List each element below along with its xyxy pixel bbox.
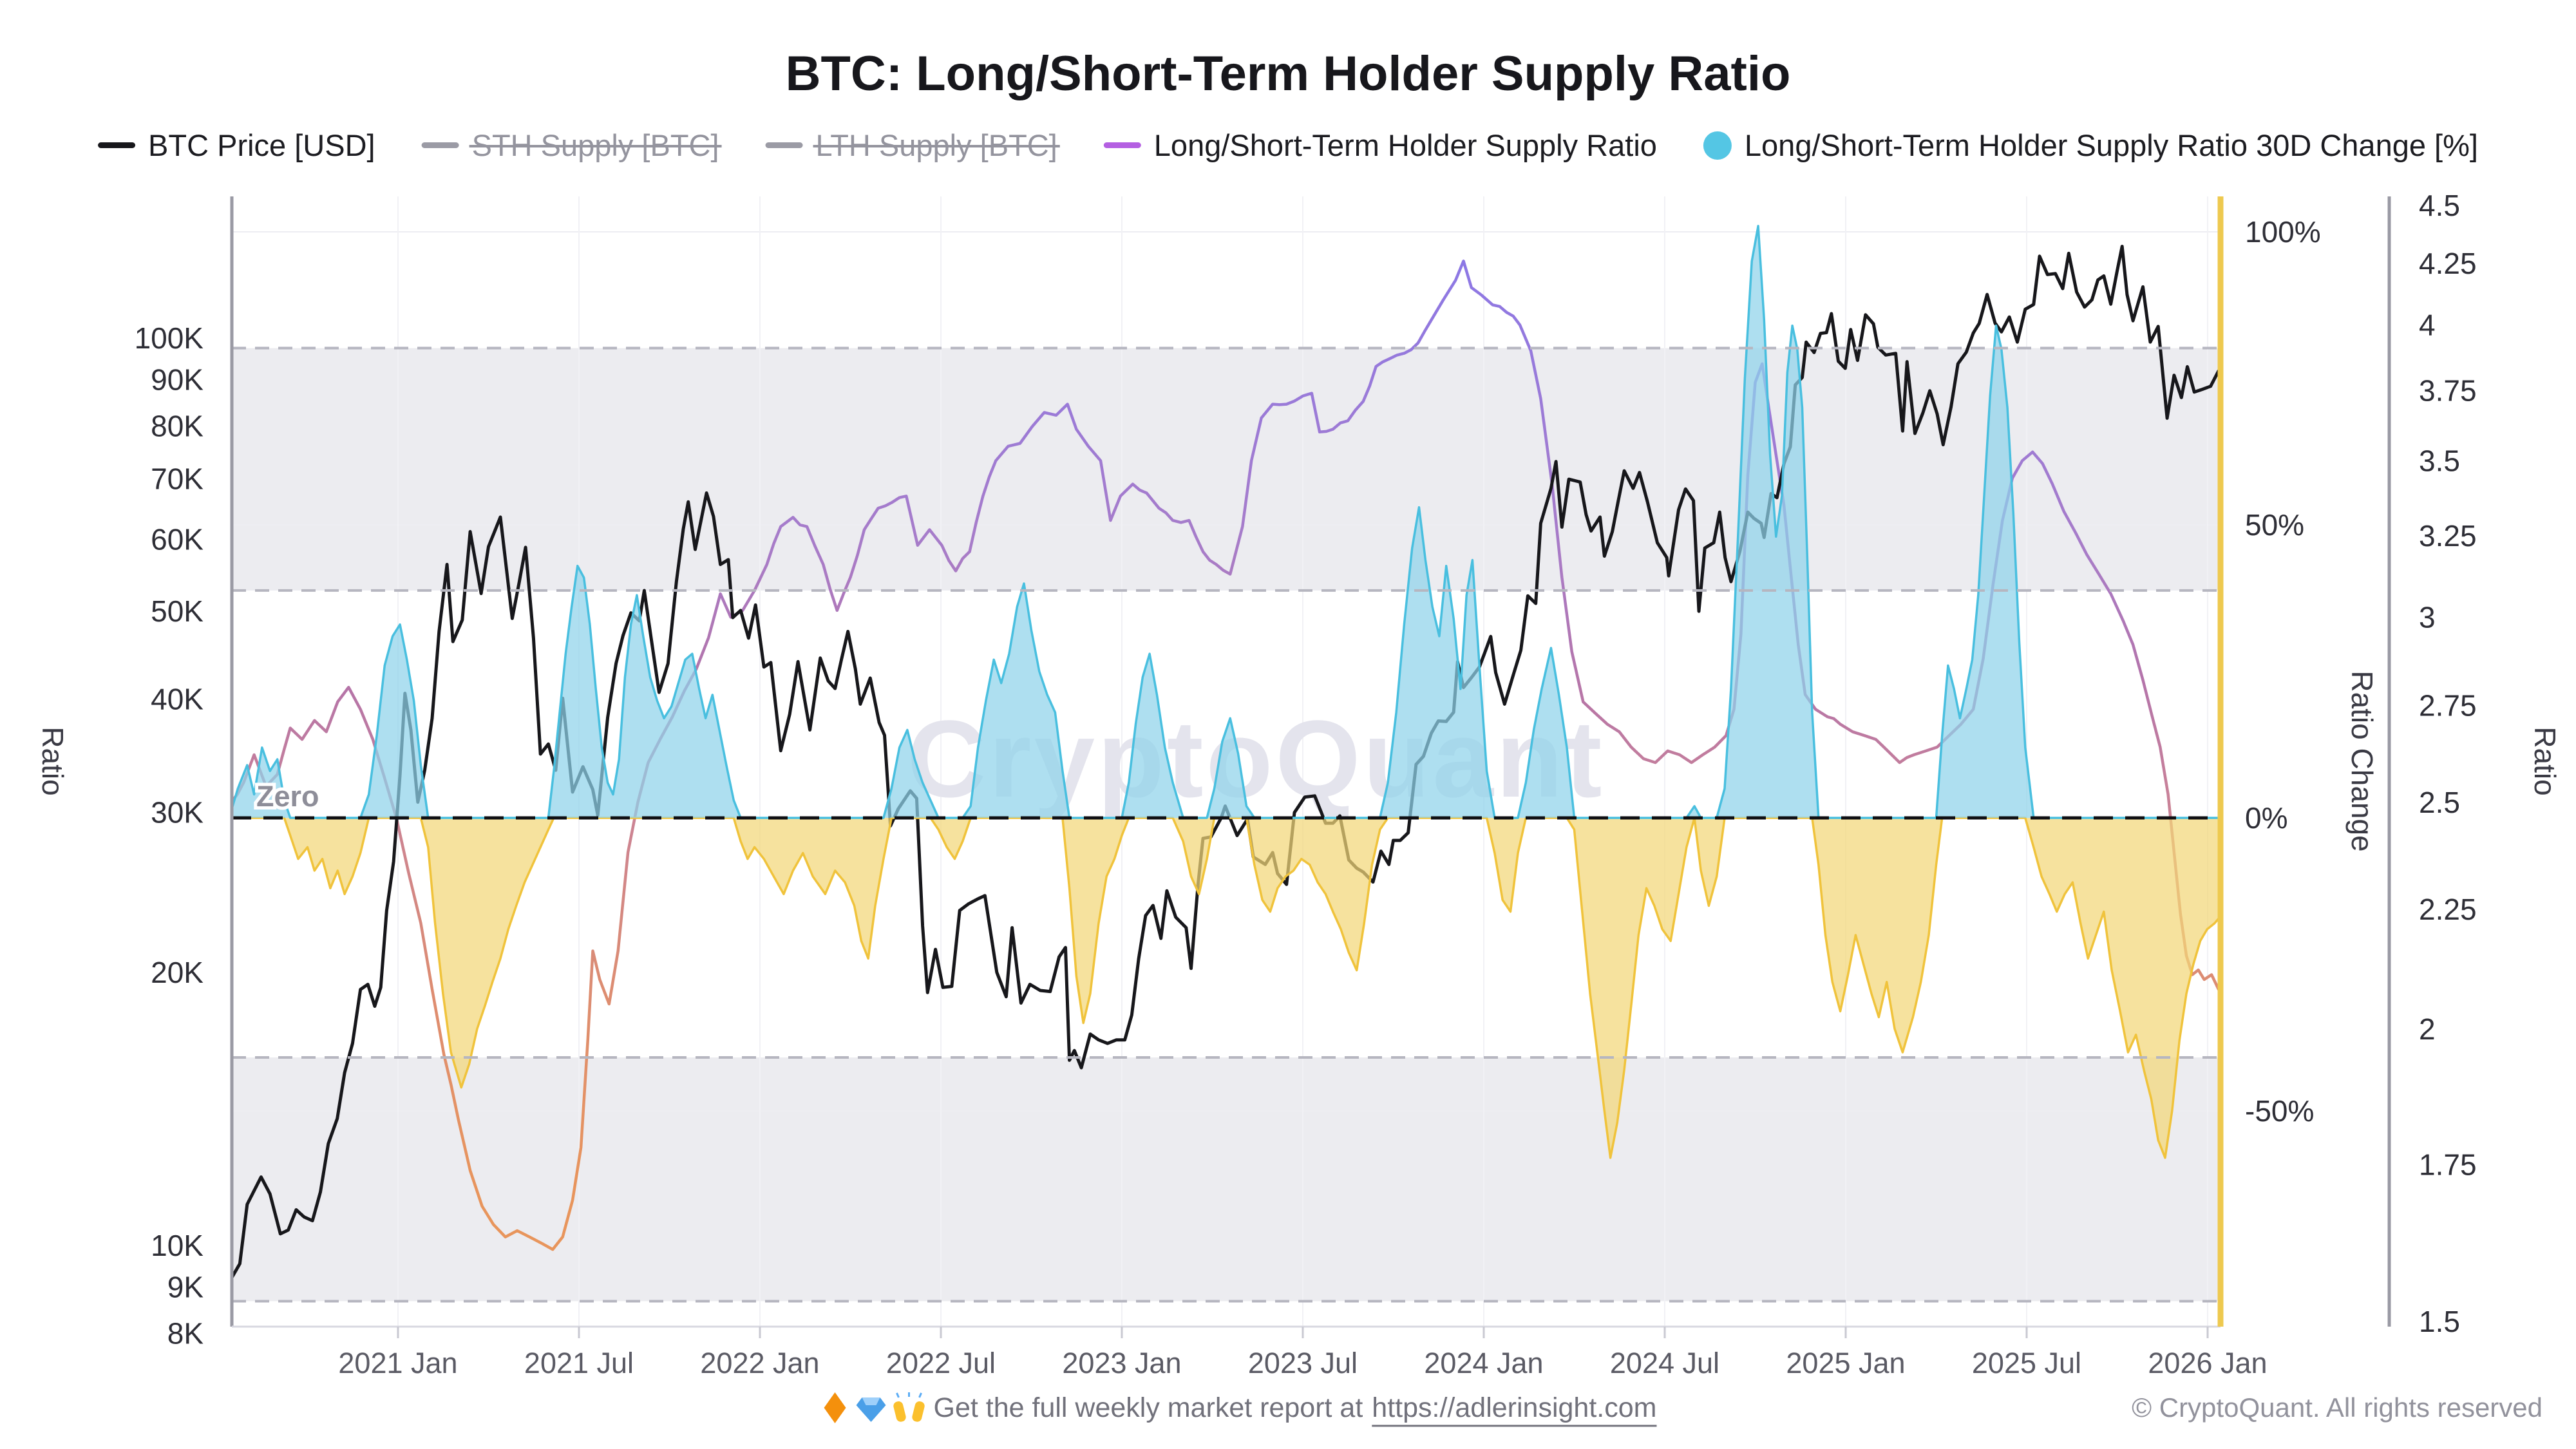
legend-item[interactable]: Long/Short-Term Holder Supply Ratio 30D …: [1703, 128, 2478, 162]
change-positive-area-fill: [232, 225, 2220, 818]
y-ratio-tick-label: 3.25: [2419, 519, 2477, 553]
highlight-bands-layer: [232, 348, 2221, 1302]
zero-line-label: Zero: [256, 780, 319, 813]
orange-diamond-icon: [824, 1392, 846, 1423]
y-ratio-tick-label: 4.5: [2419, 189, 2460, 222]
y-ratio-tick-label: 2.5: [2419, 786, 2460, 819]
y-ratio-tick-label: 3.75: [2419, 374, 2477, 407]
y-left-tick-label: 9K: [167, 1270, 204, 1303]
legend-item[interactable]: Long/Short-Term Holder Supply Ratio: [1103, 128, 1657, 162]
footer-report-link[interactable]: https://adlerinsight.com: [1372, 1392, 1656, 1423]
x-tick-label: 2024 Jul: [1610, 1347, 1719, 1379]
footer-report-text: Get the full weekly market report at: [934, 1392, 1363, 1423]
y-ratio-tick-label: 4: [2419, 308, 2436, 342]
overlay-layer: [232, 346, 2221, 1303]
y-ratio-tick-label: 1.5: [2419, 1305, 2460, 1338]
y-left-tick-label: 40K: [151, 683, 204, 716]
x-tick-label: 2022 Jan: [700, 1347, 819, 1379]
y-left-tick-label: 70K: [151, 462, 204, 495]
raised-hands-icon: [893, 1392, 925, 1422]
y-left-tick-label: 20K: [151, 956, 204, 989]
axes-layer: [230, 196, 2391, 1328]
x-tick-label: 2025 Jan: [1786, 1347, 1905, 1379]
x-tick-label: 2022 Jul: [886, 1347, 996, 1379]
ratio-change-axis-title: Ratio Change: [2345, 670, 2379, 851]
ratio-axis-title: Ratio: [2528, 726, 2562, 795]
left-axis-title: Ratio: [36, 726, 70, 795]
legend-circle-marker: [1703, 131, 1732, 160]
page-title: BTC: Long/Short-Term Holder Supply Ratio: [786, 46, 1791, 101]
legend-label: Long/Short-Term Holder Supply Ratio 30D …: [1745, 128, 2478, 162]
highlight-band: [232, 348, 2221, 591]
x-tick-label: 2026 Jan: [2148, 1347, 2267, 1379]
y-change-tick-label: 100%: [2245, 215, 2321, 249]
y-left-tick-label: 90K: [151, 363, 204, 396]
y-left-tick-label: 60K: [151, 523, 204, 556]
y-ratio-tick-label: 4.25: [2419, 247, 2477, 280]
tick-labels-layer: 2021 Jan 2021 Jul 2022 Jan 2022 Jul 2023 Jan…: [135, 189, 2477, 1379]
series-layer: [232, 225, 2221, 1281]
legend-line-marker: [1103, 142, 1141, 148]
legend-line-marker: [98, 142, 136, 148]
y-ratio-tick-label: 2.25: [2419, 893, 2477, 926]
legend-label: BTC Price [USD]: [148, 128, 375, 162]
copyright-text: © CryptoQuant. All rights reserved: [2132, 1392, 2543, 1423]
y-left-tick-label: 10K: [151, 1229, 204, 1262]
x-tick-label: 2023 Jul: [1248, 1347, 1358, 1379]
y-ratio-tick-label: 3.5: [2419, 444, 2460, 477]
y-ratio-tick-label: 2: [2419, 1012, 2436, 1046]
y-change-tick-label: 50%: [2245, 508, 2304, 542]
legend-item[interactable]: STH Supply [BTC]: [421, 128, 722, 162]
y-ratio-tick-label: 2.75: [2419, 689, 2477, 723]
legend-item[interactable]: BTC Price [USD]: [98, 128, 375, 162]
x-tick-label: 2023 Jan: [1062, 1347, 1181, 1379]
change-negative-area-fill: [232, 818, 2220, 1158]
x-tick-label: 2024 Jan: [1424, 1347, 1543, 1379]
y-left-tick-label: 30K: [151, 796, 204, 829]
y-ratio-tick-label: 1.75: [2419, 1148, 2477, 1182]
legend-item[interactable]: LTH Supply [BTC]: [765, 128, 1060, 162]
ratio-line: [232, 260, 2221, 1251]
y-ratio-tick-label: 3: [2419, 600, 2436, 634]
x-tick-label: 2025 Jul: [1972, 1347, 2081, 1379]
gem-icon: [856, 1397, 886, 1422]
legend-line-marker: [765, 142, 803, 148]
highlight-band: [232, 1057, 2221, 1302]
x-tick-label: 2021 Jul: [524, 1347, 634, 1379]
y-change-tick-label: -50%: [2245, 1094, 2314, 1128]
y-change-tick-label: 0%: [2245, 801, 2287, 835]
footer: Get the full weekly market report at http…: [824, 1392, 1657, 1427]
y-left-tick-label: 50K: [151, 594, 204, 628]
y-left-tick-label: 80K: [151, 410, 204, 443]
legend-label: Long/Short-Term Holder Supply Ratio: [1154, 128, 1657, 162]
y-left-tick-label: 100K: [135, 321, 204, 355]
legend-line-marker: [421, 142, 459, 148]
y-left-tick-label: 8K: [167, 1317, 204, 1350]
x-tick-label: 2021 Jan: [338, 1347, 457, 1379]
legend: BTC Price [USD] STH Supply [BTC] LTH Suppl…: [98, 128, 2478, 162]
